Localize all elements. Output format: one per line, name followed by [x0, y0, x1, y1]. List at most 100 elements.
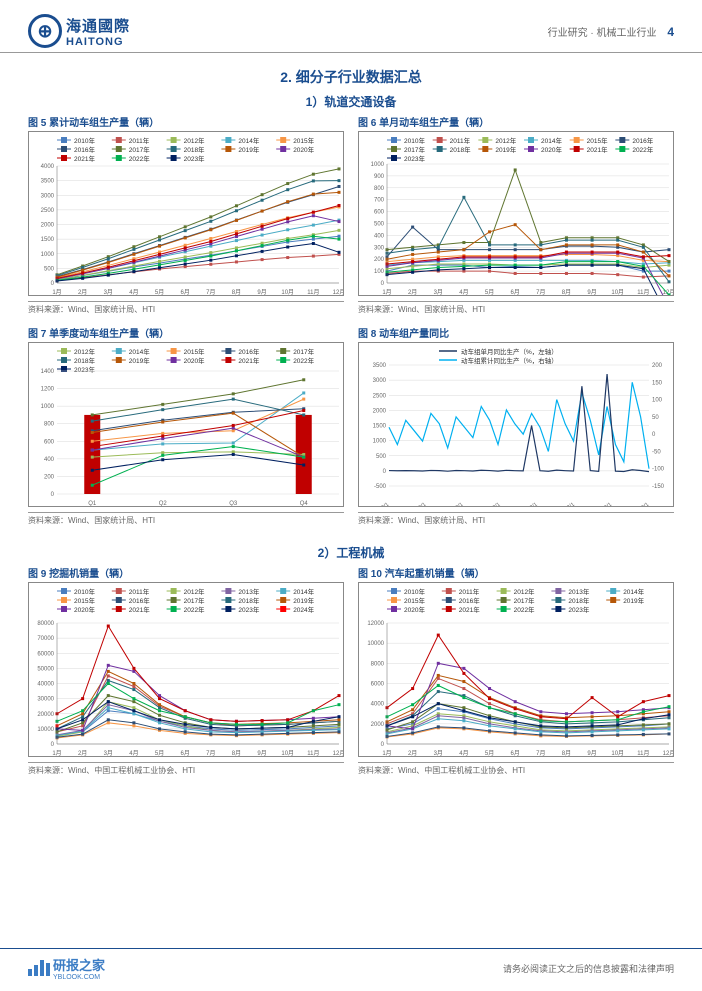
svg-text:2月: 2月	[408, 750, 417, 757]
svg-text:4000: 4000	[41, 164, 55, 170]
page-number: 4	[667, 25, 674, 39]
svg-text:2011年: 2011年	[129, 587, 150, 596]
svg-text:2017年: 2017年	[129, 145, 150, 154]
svg-text:800: 800	[374, 186, 385, 192]
svg-text:400: 400	[374, 233, 385, 239]
svg-text:2016年: 2016年	[129, 596, 150, 605]
svg-text:12月: 12月	[333, 750, 344, 757]
svg-text:2019年: 2019年	[129, 356, 150, 365]
chart-7-svg: 2012年2014年2015年2016年2017年2018年2019年2020年…	[28, 342, 344, 507]
chart-5: 图 5 累计动车组生产量（辆） 2010年2011年2012年2014年2015…	[28, 114, 344, 315]
svg-text:2022年: 2022年	[514, 605, 535, 614]
svg-text:11月: 11月	[307, 750, 319, 757]
svg-text:50000: 50000	[37, 666, 54, 672]
svg-text:3500: 3500	[373, 363, 387, 369]
chart-10-svg: 2010年2011年2012年2013年2014年2015年2016年2017年…	[358, 582, 674, 757]
svg-text:2月: 2月	[78, 750, 87, 757]
svg-text:0: 0	[381, 742, 385, 748]
svg-text:2018年: 2018年	[74, 356, 95, 365]
svg-text:0: 0	[381, 281, 385, 287]
svg-text:2022年: 2022年	[632, 145, 653, 154]
svg-text:2018年: 2018年	[568, 596, 589, 605]
svg-text:10月: 10月	[611, 750, 624, 757]
svg-text:0: 0	[383, 469, 387, 475]
svg-text:6月: 6月	[181, 289, 190, 296]
svg-text:2018年: 2018年	[184, 145, 205, 154]
svg-text:2015年: 2015年	[184, 347, 205, 356]
svg-text:2021年: 2021年	[129, 605, 150, 614]
svg-text:2019年: 2019年	[495, 145, 516, 154]
svg-text:2500: 2500	[41, 208, 55, 214]
svg-text:2014年: 2014年	[129, 347, 150, 356]
svg-text:6月: 6月	[181, 750, 190, 757]
svg-text:2021年: 2021年	[587, 145, 608, 154]
svg-text:1500: 1500	[41, 237, 55, 243]
svg-text:2018年: 2018年	[450, 145, 471, 154]
svg-text:2014年: 2014年	[238, 136, 259, 145]
svg-text:2016年: 2016年	[238, 347, 259, 356]
svg-text:-500: -500	[374, 484, 387, 490]
svg-text:6月: 6月	[511, 289, 520, 296]
svg-text:2023年: 2023年	[184, 154, 205, 163]
svg-text:2022/2/1: 2022/2/1	[592, 502, 613, 507]
svg-text:7月: 7月	[206, 289, 215, 296]
chart-6: 图 6 单月动车组生产量（辆） 2010年2011年2012年2014年2015…	[358, 114, 674, 315]
svg-text:2015年: 2015年	[293, 136, 314, 145]
svg-text:2017/2/1: 2017/2/1	[406, 502, 427, 507]
svg-text:8000: 8000	[371, 661, 385, 667]
svg-text:4月: 4月	[459, 289, 468, 296]
svg-text:2021/2/1: 2021/2/1	[555, 502, 576, 507]
svg-text:2017年: 2017年	[514, 596, 535, 605]
svg-text:2019/2/1: 2019/2/1	[481, 502, 502, 507]
svg-text:2020年: 2020年	[184, 356, 205, 365]
svg-text:2月: 2月	[408, 289, 417, 296]
svg-text:Q4: Q4	[300, 501, 309, 507]
svg-text:9月: 9月	[257, 750, 266, 757]
svg-text:2020年: 2020年	[404, 605, 425, 614]
svg-text:500: 500	[374, 222, 385, 228]
svg-text:2022年: 2022年	[184, 605, 205, 614]
svg-text:2015年: 2015年	[74, 596, 95, 605]
svg-text:8月: 8月	[562, 289, 571, 296]
svg-text:2018/2/1: 2018/2/1	[443, 502, 464, 507]
subsection-2: 2）工程机械	[0, 544, 702, 561]
svg-text:2010年: 2010年	[74, 587, 95, 596]
svg-text:2011年: 2011年	[129, 136, 150, 145]
svg-text:2020/2/1: 2020/2/1	[518, 502, 539, 507]
svg-text:100: 100	[652, 398, 663, 404]
svg-text:10月: 10月	[281, 750, 294, 757]
svg-text:2012年: 2012年	[514, 587, 535, 596]
svg-text:4月: 4月	[459, 750, 468, 757]
svg-text:0: 0	[51, 492, 55, 498]
svg-text:2016/2/1: 2016/2/1	[369, 502, 390, 507]
svg-text:6000: 6000	[371, 682, 385, 688]
svg-text:2020年: 2020年	[293, 145, 314, 154]
svg-text:0: 0	[51, 281, 55, 287]
svg-text:40000: 40000	[37, 682, 54, 688]
svg-text:5月: 5月	[155, 289, 164, 296]
header-crumb: 行业研究 · 机械工业行业 4	[548, 24, 674, 39]
svg-text:200: 200	[652, 363, 663, 369]
svg-text:70000: 70000	[37, 636, 54, 642]
svg-text:2019年: 2019年	[293, 596, 314, 605]
svg-text:50: 50	[652, 415, 659, 421]
svg-text:1月: 1月	[52, 750, 61, 757]
svg-text:2021年: 2021年	[238, 356, 259, 365]
svg-text:2017年: 2017年	[404, 145, 425, 154]
chart-10: 图 10 汽车起重机销量（辆） 2010年2011年2012年2013年2014…	[358, 565, 674, 776]
svg-text:2010年: 2010年	[74, 136, 95, 145]
logo: ⊕ 海通國際 HAITONG	[28, 14, 130, 48]
svg-text:3000: 3000	[373, 378, 387, 384]
svg-text:100: 100	[374, 269, 385, 275]
svg-text:2010年: 2010年	[404, 136, 425, 145]
svg-text:800: 800	[44, 422, 55, 428]
svg-text:600: 600	[374, 210, 385, 216]
svg-text:10月: 10月	[611, 289, 624, 296]
svg-text:30000: 30000	[37, 697, 54, 703]
svg-text:2016年: 2016年	[632, 136, 653, 145]
source-10: 资料来源：Wind、中国工程机械工业协会、HTI	[358, 762, 674, 776]
svg-text:Q2: Q2	[159, 501, 168, 507]
svg-text:2500: 2500	[373, 393, 387, 399]
svg-text:Q1: Q1	[88, 501, 97, 507]
svg-text:5月: 5月	[155, 750, 164, 757]
